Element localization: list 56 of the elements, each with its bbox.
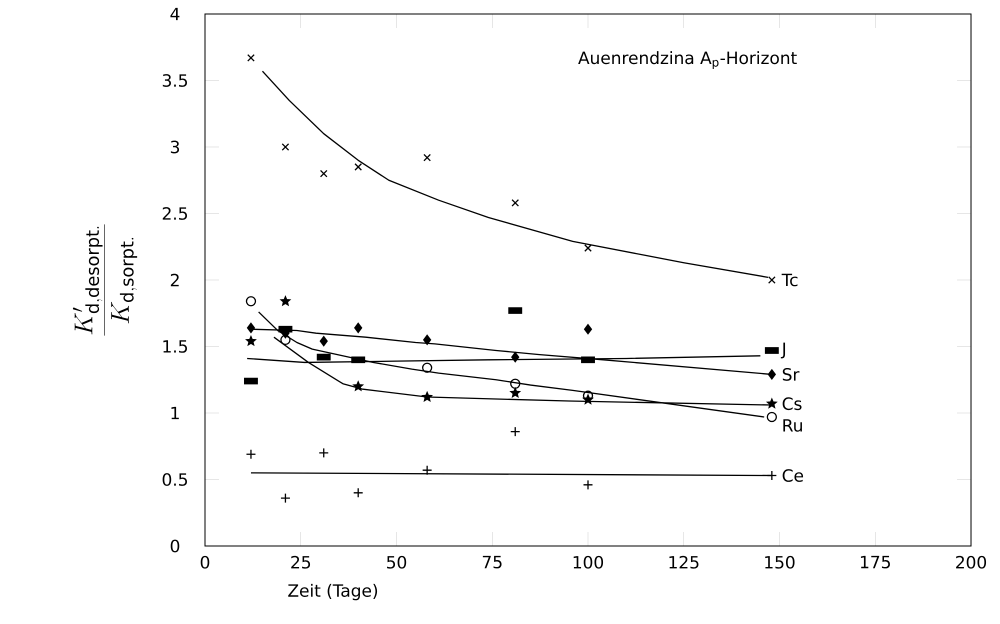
y-axis-title: $\frac{K'_{\mathrm{d,desorpt.}}}{K_{\mathrm{d,sorpt.}}}$ [72,224,138,336]
point [423,154,431,162]
series-label: Ce [782,469,804,482]
point [320,170,328,178]
series-label: Sr [782,368,800,381]
series-label: Ru [783,419,802,432]
point [422,392,432,402]
point [511,352,520,362]
point [282,143,290,151]
point [280,492,291,504]
point [510,388,520,398]
point [766,398,777,408]
y-tick-label: 1 [171,406,179,420]
point [246,336,256,346]
text: Auenrendzina A$_{p}$-Horizont [578,51,797,70]
y-tick-label: 0.5 [162,473,187,486]
point [510,378,520,389]
x-tick-label: 50 [387,556,406,569]
point [423,334,432,345]
point [246,296,256,306]
x-tick-label: 200 [956,556,986,569]
point [280,334,291,345]
point [354,322,362,334]
x-tick-label: 100 [574,556,604,569]
y-tick-label: 3.5 [162,74,187,87]
point [246,322,255,334]
x-tick-label: 150 [765,556,795,569]
point [582,480,594,490]
y-tick-label: 2 [170,274,179,286]
point [584,324,592,334]
x-tick-label: 75 [482,556,502,568]
series-label: Tc [782,274,798,286]
point [768,369,776,380]
x-tick-label: 175 [860,556,890,568]
y-tick-label: 2.5 [162,207,187,220]
series-label: J [780,342,786,358]
y-tick-label: 3 [170,140,180,154]
point [280,296,290,306]
point [511,199,520,207]
x-axis-title: Zeit (Tage) [288,584,378,600]
point [768,276,776,284]
point [247,54,255,62]
series-label: Cs [782,397,802,410]
point [766,412,777,422]
point [422,362,432,373]
point [584,244,592,252]
x-tick-label: 125 [669,556,698,569]
point [320,336,328,346]
y-tick-label: 0 [170,540,180,552]
x-tick-label: 25 [291,556,310,569]
x-tick-label: 0 [200,556,210,569]
point [246,449,256,460]
y-tick-label: 1.5 [163,340,187,353]
y-tick-label: 4 [170,8,180,20]
point [354,163,362,171]
point [353,381,364,391]
